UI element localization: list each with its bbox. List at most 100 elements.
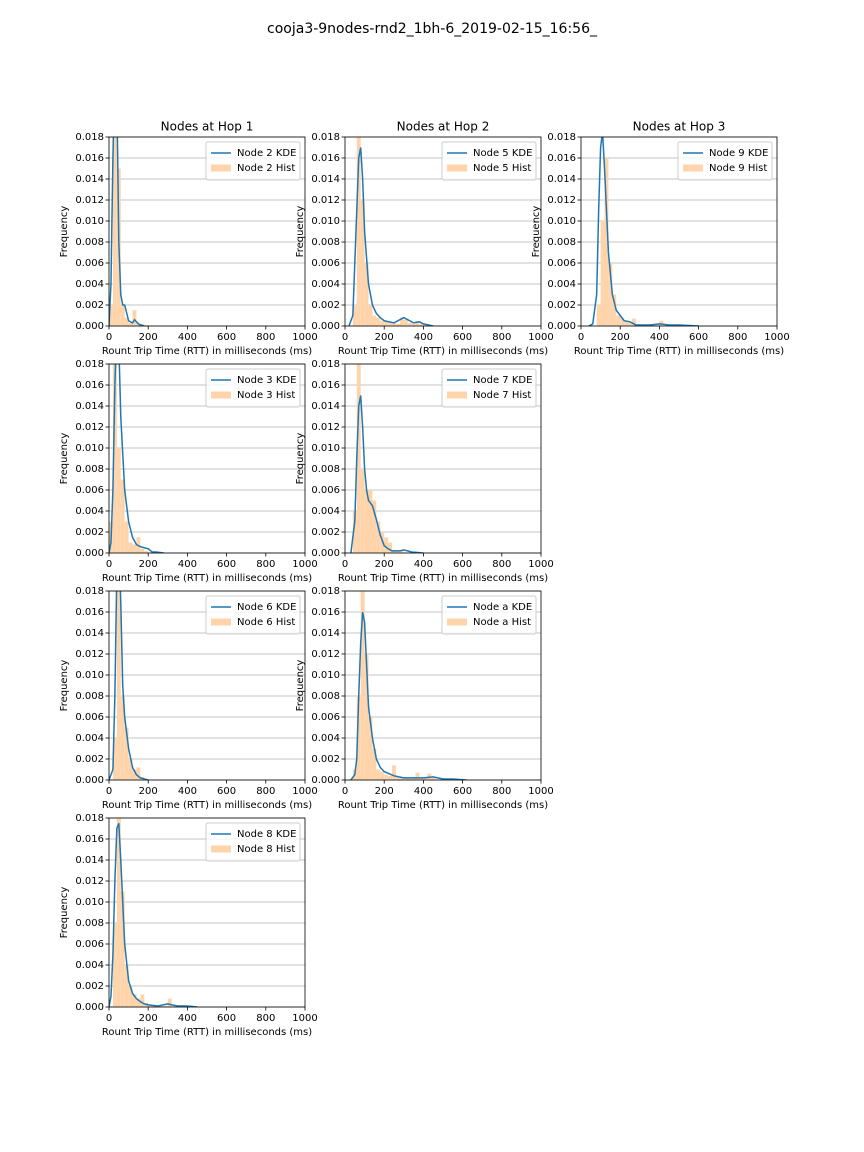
hist-bar: [372, 315, 377, 326]
hist-bar: [360, 591, 365, 780]
hist-bar: [120, 891, 125, 1007]
hist-bar: [631, 318, 636, 326]
y-tick-label: 0.004: [311, 733, 340, 744]
kde-line: [109, 137, 145, 326]
y-tick-label: 0.014: [75, 174, 104, 185]
x-tick-label: 800: [492, 332, 511, 343]
panel: 0.000 0.002 0.004 0.006 0.008 0.010 0.012 0.014…: [59, 120, 318, 358]
y-tick-label: 0.018: [311, 586, 340, 597]
axes-frame: [108, 363, 306, 554]
y-tick-label: 0.018: [75, 132, 104, 143]
hist-bar: [368, 717, 373, 780]
hist-bar: [152, 1005, 157, 1007]
hist-bar: [124, 727, 129, 780]
legend-label: Node 2 Hist: [237, 163, 295, 174]
x-tick-label: 600: [453, 332, 472, 343]
hist-bar: [132, 544, 137, 553]
x-tick-label: 800: [256, 559, 275, 570]
hist-bar: [372, 500, 377, 553]
panel: 0.000 0.002 0.004 0.006 0.008 0.010 0.012 0.014…: [531, 120, 790, 358]
x-tick-label: 200: [139, 786, 158, 797]
kde-line: [350, 611, 467, 780]
plot-area: [350, 591, 467, 780]
x-tick-label: 0: [342, 786, 348, 797]
x-axis-label: Rount Trip Time (RTT) in milliseconds (m…: [338, 346, 548, 357]
x-tick-label: 800: [728, 332, 747, 343]
legend-label: Node 6 Hist: [237, 617, 295, 628]
hist-bar: [423, 324, 428, 326]
legend-label: Node 2 KDE: [237, 148, 296, 159]
hist-bar: [356, 137, 361, 326]
y-tick-label: 0.012: [75, 195, 104, 206]
x-tick-label: 1000: [292, 1013, 317, 1024]
hist-bar: [388, 775, 393, 780]
y-tick-label: 0.018: [311, 132, 340, 143]
y-tick-label: 0.004: [75, 506, 104, 517]
hist-bar: [411, 323, 416, 326]
y-tick-label: 0.002: [311, 527, 340, 538]
axes-frame: [108, 590, 306, 781]
hist-bar: [356, 364, 361, 553]
panel-title: Nodes at Hop 2: [397, 120, 490, 134]
legend-label: Node 5 Hist: [473, 163, 531, 174]
x-tick-label: 200: [375, 332, 394, 343]
y-tick-label: 0.002: [75, 754, 104, 765]
x-tick-label: 600: [689, 332, 708, 343]
legend-swatch: [211, 164, 231, 172]
hist-bar: [128, 759, 133, 780]
hist-bar: [380, 771, 385, 780]
hist-bar: [628, 322, 632, 326]
hist-bar: [403, 319, 408, 326]
hist-bar: [384, 321, 389, 326]
x-tick-label: 200: [611, 332, 630, 343]
y-tick-label: 0.014: [311, 174, 340, 185]
y-tick-label: 0.004: [311, 506, 340, 517]
legend: Node 7 KDE Node 7 Hist: [441, 368, 537, 408]
legend: Node 6 KDE Node 6 Hist: [205, 595, 301, 635]
y-tick-label: 0.014: [75, 628, 104, 639]
kde-line: [350, 395, 424, 553]
legend: Node 3 KDE Node 3 Hist: [205, 368, 301, 408]
x-tick-label: 600: [217, 1013, 236, 1024]
y-tick-label: 0.000: [75, 548, 104, 559]
legend-label: Node 7 Hist: [473, 390, 531, 401]
hist-bar: [419, 777, 424, 780]
axes-frame: [580, 136, 778, 327]
x-tick-label: 200: [139, 1013, 158, 1024]
hist-bar: [388, 542, 393, 553]
y-tick-label: 0.008: [75, 918, 104, 929]
legend-label: Node 7 KDE: [473, 375, 532, 386]
x-tick-label: 200: [139, 559, 158, 570]
kde-line: [109, 591, 149, 780]
hist-bar: [116, 818, 121, 1007]
x-tick-label: 800: [256, 786, 275, 797]
legend: Node a KDE Node a Hist: [441, 595, 537, 635]
legend-label: Node 6 KDE: [237, 602, 296, 613]
y-tick-label: 0.006: [75, 712, 104, 723]
x-tick-label: 400: [414, 559, 433, 570]
y-tick-label: 0.012: [311, 422, 340, 433]
y-tick-label: 0.008: [311, 464, 340, 475]
x-tick-label: 200: [375, 786, 394, 797]
axes-frame: [344, 136, 542, 327]
hist-bar: [376, 521, 381, 553]
y-tick-label: 0.012: [311, 649, 340, 660]
x-tick-label: 600: [453, 786, 472, 797]
legend: Node 9 KDE Node 9 Hist: [677, 141, 773, 181]
legend-swatch: [447, 618, 467, 626]
hist-bar: [376, 769, 381, 780]
y-tick-label: 0.008: [311, 237, 340, 248]
hist-bar: [112, 137, 117, 326]
y-axis-label: Frequency: [295, 206, 306, 258]
y-tick-label: 0.004: [547, 279, 576, 290]
y-tick-label: 0.010: [311, 216, 340, 227]
hist-bar: [624, 320, 629, 326]
hist-bar: [136, 998, 141, 1007]
y-tick-label: 0.002: [75, 300, 104, 311]
legend-swatch: [211, 618, 231, 626]
x-tick-label: 1000: [292, 559, 317, 570]
y-tick-label: 0.008: [75, 237, 104, 248]
hist-bar: [144, 324, 149, 326]
hist-bar: [364, 654, 369, 780]
legend-swatch: [447, 391, 467, 399]
